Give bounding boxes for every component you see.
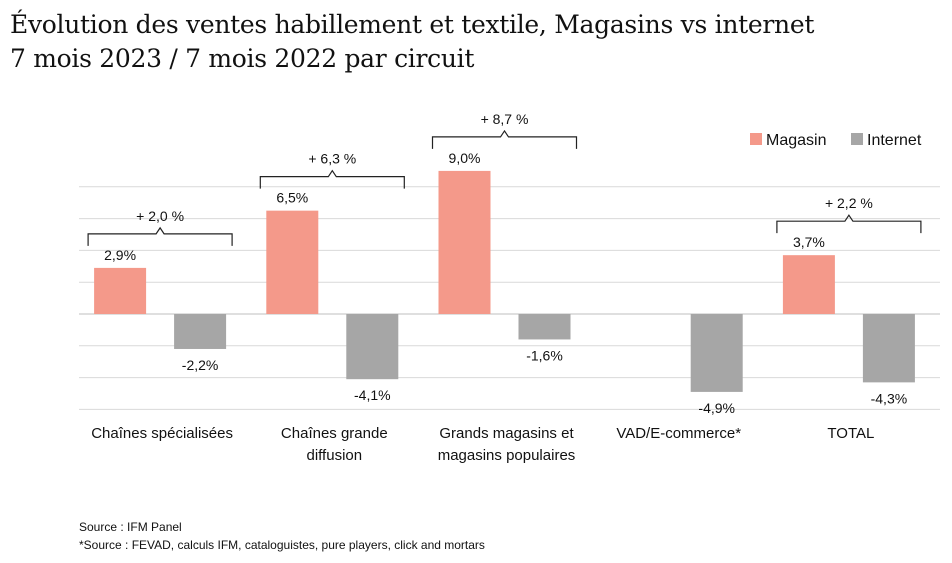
category-tick-label: TOTAL [827, 425, 874, 442]
bars [94, 170, 915, 392]
data-label-magasin: 6,5% [276, 190, 308, 206]
category-tick-label: Grands magasins et [439, 425, 574, 442]
data-label-internet: -4,1% [354, 387, 391, 403]
bar-internet [862, 314, 915, 383]
bar-internet [518, 314, 571, 340]
annotation-bracket [776, 214, 922, 234]
bar-internet [174, 314, 227, 349]
annotation-label: + 6,3 % [308, 151, 356, 167]
data-label-magasin: 3,7% [793, 234, 825, 250]
legend-label-magasin: Magasin [766, 132, 826, 149]
data-label-internet: -4,9% [698, 400, 735, 416]
annotation-bracket [259, 169, 405, 189]
data-label-magasin: 2,9% [104, 247, 136, 263]
category-tick-label: Chaînes grande [281, 425, 388, 442]
bar-magasin [266, 210, 319, 314]
data-label-internet: -2,2% [182, 357, 219, 373]
data-labels: 2,9% -2,2% 6,5% -4,1% 9,0% -1,6% -4,9% 3,7% -4,3… [104, 150, 907, 416]
legend-label-internet: Internet [867, 132, 922, 149]
legend-swatch-magasin [750, 133, 762, 145]
data-label-magasin: 9,0% [449, 150, 481, 166]
category-tick-label: VAD/E-commerce* [616, 425, 741, 442]
legend: Magasin Internet [750, 132, 922, 149]
bar-magasin [438, 170, 491, 314]
bar-chart: 2,9% -2,2% 6,5% -4,1% 9,0% -1,6% -4,9% 3,7% -4,3… [79, 111, 940, 464]
category-tick-labels: Chaînes spécialisées Chaînes grande diffus… [91, 425, 874, 464]
bar-internet [690, 314, 743, 392]
footer-sources: Source : IFM Panel *Source : FEVAD, calc… [79, 518, 485, 554]
source-note-ecommerce: *Source : FEVAD, calculs IFM, cataloguis… [79, 538, 485, 552]
category-tick-label: magasins populaires [438, 447, 576, 464]
annotation-bracket [87, 226, 233, 246]
chart-title-line-2: 7 mois 2023 / 7 mois 2022 par circuit [10, 44, 475, 73]
data-label-internet: -4,3% [871, 390, 908, 406]
legend-swatch-internet [851, 133, 863, 145]
annotation-label: + 2,0 % [136, 208, 184, 224]
bar-magasin [94, 267, 147, 314]
bar-magasin [782, 255, 835, 314]
data-label-internet: -1,6% [526, 347, 563, 363]
annotation-brackets: + 2,0 % + 6,3 % + 8,7 % + 2,2 % [87, 111, 922, 246]
chart-title-line-1: Évolution des ventes habillement et text… [10, 10, 815, 39]
bar-internet [346, 314, 399, 380]
source-note: Source : IFM Panel [79, 520, 182, 534]
category-tick-label: Chaînes spécialisées [91, 425, 233, 442]
annotation-bracket [431, 129, 578, 149]
annotation-label: + 8,7 % [481, 111, 529, 127]
category-tick-label: diffusion [306, 447, 362, 464]
chart-title: Évolution des ventes habillement et text… [10, 8, 814, 76]
annotation-label: + 2,2 % [825, 195, 873, 211]
